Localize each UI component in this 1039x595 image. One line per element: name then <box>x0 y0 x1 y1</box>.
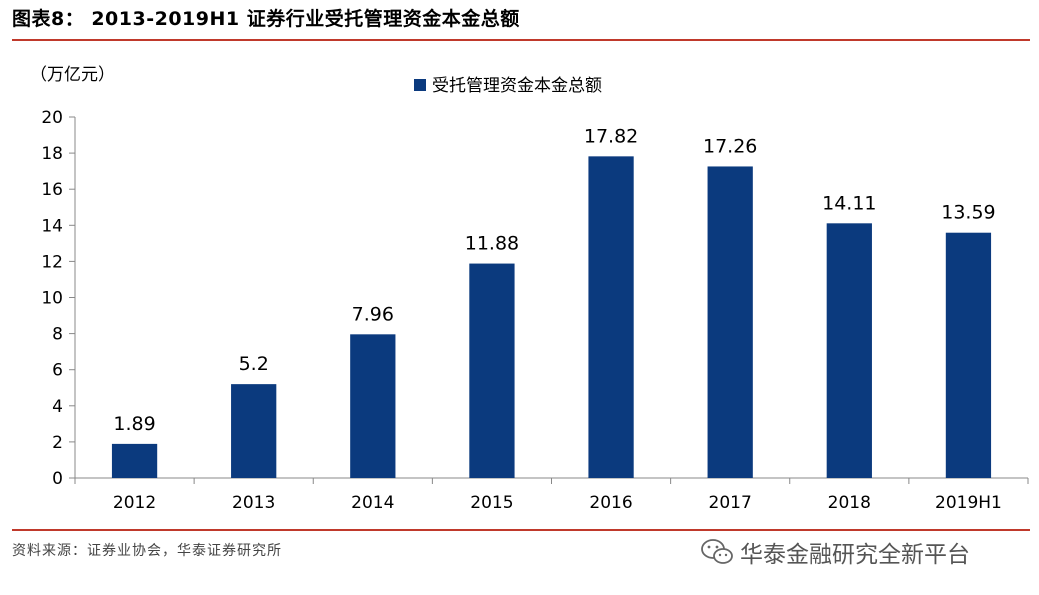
legend-swatch <box>414 79 426 91</box>
y-tick-label: 14 <box>41 216 63 236</box>
y-tick-label: 16 <box>41 180 63 200</box>
y-tick-label: 6 <box>52 361 63 381</box>
bar <box>231 384 277 478</box>
x-tick-label: 2015 <box>470 493 513 513</box>
watermark-text: 华泰金融研究全新平台 <box>740 542 970 568</box>
data-labels: 1.89 5.2 7.96 11.88 17.82 17.26 14.11 13.59 <box>113 125 995 435</box>
x-tick-label: 2018 <box>828 493 871 513</box>
x-tick-label: 2012 <box>113 493 156 513</box>
bar <box>707 166 753 478</box>
y-axis: 0 2 4 6 8 10 12 14 16 18 20 <box>41 108 76 489</box>
x-tick-label: 2016 <box>589 493 632 513</box>
watermark: 华泰金融研究全新平台 <box>700 532 970 572</box>
y-tick-label: 8 <box>52 325 63 345</box>
y-tick-label: 20 <box>41 108 63 128</box>
data-label: 5.2 <box>239 353 269 375</box>
bar <box>945 232 992 478</box>
x-tick-label: 2013 <box>232 493 275 513</box>
unit-label: （万亿元） <box>30 65 115 85</box>
x-tick-label: 2019H1 <box>935 493 1002 513</box>
y-tick-label: 2 <box>52 433 63 453</box>
bar <box>350 334 396 478</box>
legend: 受托管理资金本金总额 <box>414 76 602 96</box>
data-label: 7.96 <box>352 303 394 325</box>
y-tick-label: 18 <box>41 144 63 164</box>
data-label: 17.26 <box>703 135 757 157</box>
wechat-icon <box>701 539 733 564</box>
bar <box>826 223 872 478</box>
footer-divider <box>12 529 1030 531</box>
y-tick-label: 12 <box>41 252 63 272</box>
y-tick-label: 10 <box>41 289 63 309</box>
bar <box>111 443 158 478</box>
title-divider <box>12 39 1030 41</box>
bars <box>111 156 992 478</box>
data-label: 1.89 <box>113 413 155 435</box>
x-axis: 2012 2013 2014 2015 2016 2017 2018 2019H1 <box>74 477 1029 513</box>
x-tick-label: 2017 <box>709 493 752 513</box>
source-note: 资料来源：证券业协会，华泰证券研究所 <box>12 543 282 559</box>
figure-title: 图表8： 2013-2019H1 证券行业受托管理资金本金总额 <box>12 8 520 30</box>
bar <box>469 263 515 478</box>
legend-label: 受托管理资金本金总额 <box>432 76 602 96</box>
data-label: 14.11 <box>822 192 876 214</box>
y-tick-label: 4 <box>52 397 63 417</box>
data-label: 17.82 <box>584 125 638 147</box>
data-label: 13.59 <box>941 202 995 224</box>
data-label: 11.88 <box>465 233 519 255</box>
bar <box>588 156 634 478</box>
y-tick-label: 0 <box>52 469 63 489</box>
x-tick-label: 2014 <box>351 493 394 513</box>
